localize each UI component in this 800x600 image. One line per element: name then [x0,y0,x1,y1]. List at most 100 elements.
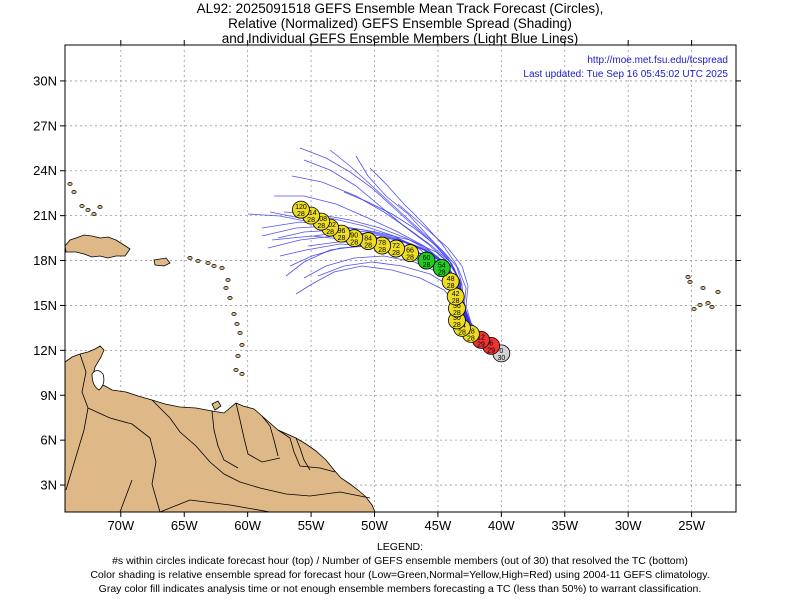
small-island [685,275,691,279]
forecast-hour: 36 [453,303,461,310]
forecast-hour: 84 [364,236,372,243]
small-island [237,331,243,335]
member-count: 28 [317,223,325,230]
small-island [239,343,245,347]
member-count: 28 [297,211,305,218]
land-masses [65,182,721,512]
forecast-hour: 0 [499,348,503,355]
country-border [235,402,281,463]
lon-label: 60W [234,518,261,533]
lat-label: 3N [40,478,57,493]
country-border [119,479,133,512]
forecast-hour: 6 [489,340,493,347]
member-count: 28 [423,262,431,269]
lon-label: 30W [615,518,642,533]
member-count: 28 [392,250,400,257]
forecast-hour: 54 [438,263,446,270]
latitude-labels: 30N 27N 24N 21N 18N 15N 12N 9N 6N 3N [33,73,57,492]
country-border [65,353,89,491]
country-border [151,399,371,499]
lon-label: 50W [361,518,388,533]
map-frame [64,44,737,513]
forecast-hour: 120 [295,204,307,211]
forecast-hour: 108 [315,216,327,223]
member-count: 29 [487,347,495,354]
lat-label: 21N [33,208,57,223]
lat-label: 24N [33,163,57,178]
small-island [223,286,229,290]
lat-label: 9N [40,388,57,403]
legend-line-3: Gray color fill indicates analysis time … [98,583,702,595]
small-island [219,266,225,270]
small-island [67,182,73,186]
member-count: 30 [497,355,505,362]
small-island [715,290,721,294]
land-puerto-rico [153,257,171,267]
lon-label: 45W [425,518,452,533]
country-border [277,429,336,473]
forecast-hour: 90 [350,233,358,240]
member-count: 28 [364,243,372,250]
forecast-hour: 72 [392,243,400,250]
small-island [195,259,201,263]
member-count: 28 [307,217,315,224]
longitude-labels: 70W 65W 60W 55W 50W 45W 40W 35W 30W 25W [107,518,705,533]
forecast-circle-fill [292,200,310,219]
forecast-hour: 78 [378,240,386,247]
small-island [687,280,693,284]
small-island [709,305,715,309]
axis-ticks [60,40,741,517]
mean-track-circles: 0306291229182824283028362842284828542860… [292,200,511,363]
lon-label: 40W [488,518,515,533]
chart-title-line-1: AL92: 2025091518 GEFS Ensemble Mean Trac… [196,1,604,16]
forecast-hour: 12 [477,334,485,341]
small-island [205,261,211,265]
legend-line-1: #s within circles indicate forecast hour… [112,555,688,567]
member-count: 28 [453,310,461,317]
last-updated: Last updated: Tue Sep 16 05:45:02 UTC 20… [523,69,728,80]
land-trinidad [211,400,222,411]
small-island [239,372,245,376]
small-island [85,208,91,212]
small-island [691,307,697,311]
legend-line-2: Color shading is relative ensemble sprea… [90,569,710,581]
country-border [211,410,239,469]
small-island [97,205,103,209]
forecast-hour: 66 [406,248,414,255]
forecast-hour: 96 [338,228,346,235]
lon-label: 25W [678,518,705,533]
small-island [91,212,97,216]
lon-label: 65W [171,518,198,533]
member-count: 28 [406,255,414,262]
member-count: 28 [378,247,386,254]
forecast-circle-fill [432,259,451,277]
forecast-hour: 102 [324,222,336,229]
small-island [235,354,241,358]
forecast-circle-fill [417,251,436,270]
forecast-hour: 60 [423,255,431,262]
small-island [71,190,77,194]
forecast-hour: 42 [452,291,460,298]
small-island [231,312,237,316]
chart-title-line-2: Relative (Normalized) GEFS Ensemble Spre… [228,16,572,31]
country-border [87,407,161,512]
lat-label: 18N [33,253,57,268]
member-count: 28 [453,322,461,329]
small-island [697,303,703,307]
small-island [705,301,711,305]
small-island [700,286,706,290]
country-border [261,415,279,457]
member-count: 28 [338,235,346,242]
small-island [187,256,193,260]
member-count: 28 [458,329,466,336]
lat-label: 30N [33,73,57,88]
member-count: 28 [438,270,446,277]
small-island [211,264,217,268]
lon-label: 35W [551,518,578,533]
forecast-hour: 114 [305,210,316,217]
